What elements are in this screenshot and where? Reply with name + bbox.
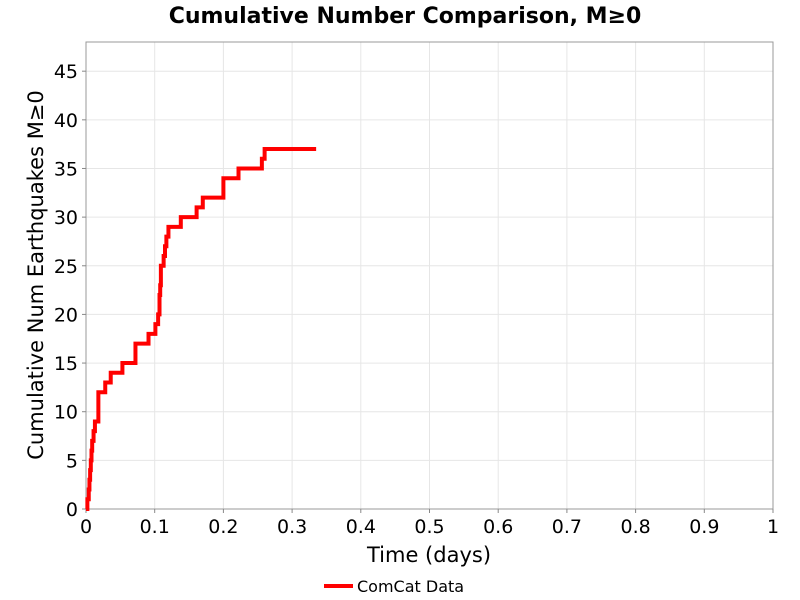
x-tick-label: 0.3 — [277, 516, 307, 538]
series-line-0 — [85, 147, 317, 511]
y-tick-label: 15 — [54, 353, 78, 375]
y-tick-label: 40 — [54, 110, 78, 132]
y-tick-label: 20 — [54, 304, 78, 326]
x-tick-label: 0.9 — [689, 516, 719, 538]
x-tick-label: 1 — [767, 516, 779, 538]
x-tick-label: 0.8 — [620, 516, 650, 538]
x-axis: 0 0.1 0.2 0.3 0.4 0.5 0.6 0.7 0.8 0.9 1 — [80, 509, 779, 538]
x-tick-label: 0.5 — [414, 516, 444, 538]
grid — [85, 42, 774, 510]
y-tick-label: 10 — [54, 402, 78, 424]
y-tick-label: 35 — [54, 158, 78, 180]
y-axis-label: Cumulative Num Earthquakes M≥0 — [24, 90, 48, 460]
chart-title: Cumulative Number Comparison, M≥0 — [169, 4, 642, 29]
y-tick-label: 45 — [54, 61, 78, 83]
legend-label-comcat-data: ComCat Data — [357, 577, 464, 596]
x-tick-label: 0.7 — [552, 516, 582, 538]
x-tick-label: 0.4 — [346, 516, 376, 538]
y-tick-label: 25 — [54, 256, 78, 278]
y-tick-label: 30 — [54, 207, 78, 229]
y-tick-label: 5 — [66, 450, 78, 472]
x-tick-label: 0.2 — [208, 516, 238, 538]
y-tick-label: 0 — [66, 499, 78, 521]
y-axis: 0 5 10 15 20 25 30 35 40 45 — [54, 61, 86, 521]
x-tick-label: 0.6 — [483, 516, 513, 538]
x-axis-label: Time (days) — [366, 543, 491, 567]
legend: ComCat Data — [324, 577, 464, 596]
x-tick-label: 0.1 — [140, 516, 170, 538]
x-tick-label: 0 — [80, 516, 92, 538]
series-layer — [85, 147, 317, 511]
